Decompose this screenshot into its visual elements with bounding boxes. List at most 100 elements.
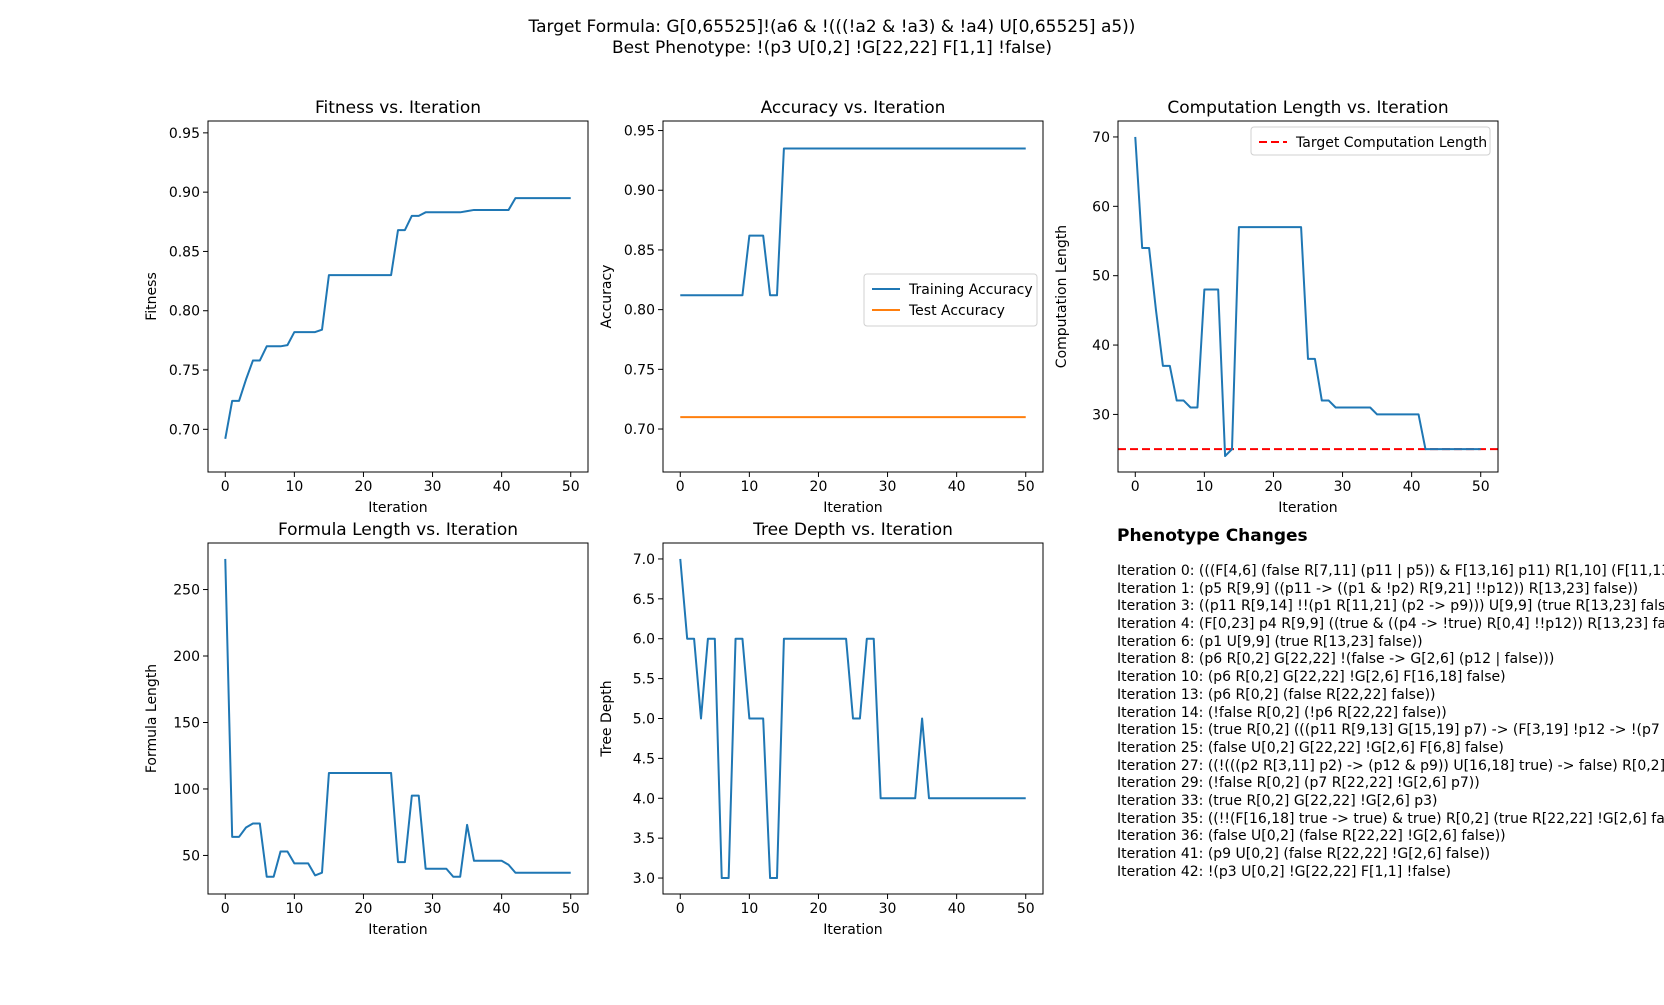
x-tick-label: 30 <box>1334 479 1352 495</box>
x-tick-label: 10 <box>1195 479 1213 495</box>
chart-title: Fitness vs. Iteration <box>315 98 481 118</box>
y-tick-label: 6.5 <box>633 592 655 608</box>
legend-box <box>1250 126 1491 156</box>
legend-label: Test Accuracy <box>908 303 1005 319</box>
phenotype-change-line: Iteration 3: ((p11 R[9,14] !!(p1 R[11,21… <box>1117 598 1664 615</box>
phenotype-change-line: Iteration 0: (((F[4,6] (false R[7,11] (p… <box>1117 563 1664 579</box>
y-tick-label: 0.90 <box>624 183 655 199</box>
axes-frame <box>207 120 589 473</box>
y-axis-label: Fitness <box>144 272 160 321</box>
training-accuracy-line <box>680 147 1026 297</box>
phenotype-change-line: Iteration 41: (p9 U[0,2] (false R[22,22]… <box>1117 846 1491 862</box>
phenotype-change-line: Iteration 6: (p1 U[9,9] (true R[13,23] f… <box>1117 633 1423 650</box>
y-tick-label: 250 <box>173 583 200 599</box>
y-tick-label: 100 <box>173 782 200 798</box>
x-tick-label: 0 <box>676 479 685 495</box>
plot-area <box>224 197 571 439</box>
chart-title: Formula Length vs. Iteration <box>278 520 518 540</box>
y-tick-label: 0.80 <box>624 303 655 319</box>
phenotype-changes-panel: Phenotype Changes Iteration 0: (((F[4,6]… <box>1117 525 1664 895</box>
axes-frame <box>1117 120 1499 473</box>
phenotype-change-line: Iteration 42: !(p3 U[0,2] !G[22,22] F[1,… <box>1117 863 1452 880</box>
phenotype-change-line: Iteration 27: ((!(((p2 R[3,11] p2) -> (p… <box>1117 757 1664 774</box>
y-tick-label: 0.70 <box>624 422 655 438</box>
series-line <box>679 558 1026 880</box>
phenotype-change-line: Iteration 35: ((!!(F[16,18] true -> true… <box>1117 810 1664 827</box>
phenotype-changes-title: Phenotype Changes <box>1117 526 1308 546</box>
phenotype-change-line: Iteration 10: (p6 R[0,2] G[22,22] !G[2,6… <box>1117 669 1506 686</box>
y-tick-label: 4.0 <box>633 791 655 807</box>
phenotype-change-line: Iteration 1: (p5 R[9,9] ((p11 -> ((p1 & … <box>1117 580 1639 597</box>
y-tick-label: 0.95 <box>624 124 655 140</box>
phenotype-changes-list: Iteration 0: (((F[4,6] (false R[7,11] (p… <box>1117 563 1664 881</box>
phenotype-change-line: Iteration 25: (false U[0,2] G[22,22] !G[… <box>1117 739 1504 756</box>
chart-accuracy: 0 10 20 30 40 50 0.70 0.75 0.80 0.85 0.90 0.95 Accur… <box>599 98 1044 516</box>
chart-treedepth: 0 10 20 30 40 50 3.0 3.5 4.0 4.5 5.0 5.5 6.0 6.5 7.0 Tr… <box>599 520 1044 938</box>
chart-title: Accuracy vs. Iteration <box>761 98 946 118</box>
x-tick-label: 20 <box>355 479 373 495</box>
series-line <box>1134 136 1481 458</box>
phenotype-change-line: Iteration 15: (true R[0,2] (((p11 R[9,13… <box>1117 722 1664 739</box>
y-tick-label: 4.5 <box>633 751 655 767</box>
x-axis-label: Iteration <box>823 500 882 516</box>
phenotype-change-line: Iteration 29: (!false R[0,2] (p7 R[22,22… <box>1117 775 1480 792</box>
phenotype-change-line: Iteration 33: (true R[0,2] G[22,22] !G[2… <box>1117 792 1438 809</box>
x-axis-label: Iteration <box>1278 500 1337 516</box>
x-tick-label: 40 <box>493 901 511 917</box>
y-tick-label: 0.80 <box>169 304 200 320</box>
y-tick-label: 0.70 <box>169 422 200 438</box>
chart-complen: 0 10 20 30 40 50 30 40 50 60 70 Computation Length … <box>1054 98 1499 516</box>
y-tick-label: 50 <box>1092 269 1110 285</box>
legend-box <box>863 273 1038 327</box>
y-tick-label: 7.0 <box>633 552 655 568</box>
y-tick-label: 5.5 <box>633 672 655 688</box>
legend: Training Accuracy Test Accuracy <box>863 273 1038 327</box>
x-tick-label: 50 <box>1017 479 1035 495</box>
x-tick-label: 50 <box>562 901 580 917</box>
x-axis-label: Iteration <box>368 922 427 938</box>
legend-label: Training Accuracy <box>908 282 1033 298</box>
y-tick-label: 60 <box>1092 199 1110 215</box>
plot-area <box>680 147 1026 419</box>
y-tick-label: 5.0 <box>633 712 655 728</box>
chart-title: Tree Depth vs. Iteration <box>752 520 953 540</box>
x-tick-label: 40 <box>1403 479 1421 495</box>
y-axis-label: Formula Length <box>144 664 160 773</box>
x-tick-label: 50 <box>1472 479 1490 495</box>
x-tick-label: 0 <box>676 901 685 917</box>
x-tick-label: 30 <box>879 901 897 917</box>
x-tick-label: 10 <box>285 479 303 495</box>
y-tick-label: 70 <box>1092 130 1110 146</box>
x-tick-label: 10 <box>740 479 758 495</box>
legend: Target Computation Length <box>1250 126 1491 156</box>
series-line <box>224 558 571 878</box>
x-tick-label: 20 <box>355 901 373 917</box>
chart-fitness: 0 10 20 30 40 50 0.70 0.75 0.80 0.85 0.90 0.95 Fitne… <box>144 98 589 516</box>
x-tick-label: 0 <box>1131 479 1140 495</box>
y-tick-label: 150 <box>173 715 200 731</box>
x-axis-label: Iteration <box>823 922 882 938</box>
y-axis-label: Tree Depth <box>599 680 615 757</box>
chart-title: Computation Length vs. Iteration <box>1167 98 1448 118</box>
plot-area <box>1118 136 1498 458</box>
phenotype-change-line: Iteration 13: (p6 R[0,2] (false R[22,22]… <box>1117 686 1436 703</box>
y-axis-label: Accuracy <box>599 265 615 329</box>
x-tick-label: 30 <box>424 901 442 917</box>
y-tick-label: 0.85 <box>624 243 655 259</box>
axes-frame <box>662 120 1044 473</box>
y-tick-label: 0.75 <box>169 363 200 379</box>
phenotype-change-line: Iteration 36: (false U[0,2] (false R[22,… <box>1117 828 1506 845</box>
x-tick-label: 40 <box>493 479 511 495</box>
x-tick-label: 20 <box>810 479 828 495</box>
series-line <box>224 197 571 439</box>
phenotype-change-line: Iteration 8: (p6 R[0,2] G[22,22] !(false… <box>1117 651 1555 668</box>
y-axis-label: Computation Length <box>1054 225 1070 368</box>
plot-area <box>679 558 1026 880</box>
y-tick-label: 0.75 <box>624 362 655 378</box>
y-tick-label: 200 <box>173 649 200 665</box>
x-tick-label: 50 <box>562 479 580 495</box>
x-tick-label: 30 <box>879 479 897 495</box>
x-tick-label: 40 <box>948 901 966 917</box>
axes-frame <box>207 542 589 895</box>
y-tick-label: 50 <box>182 848 200 864</box>
